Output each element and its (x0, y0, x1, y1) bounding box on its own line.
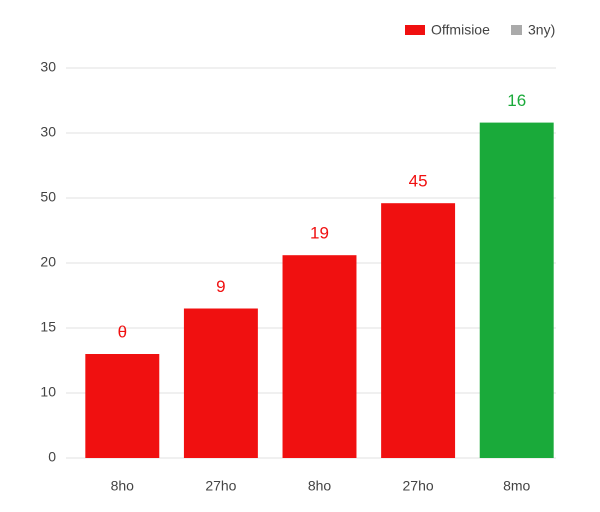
bar-annotation: θ (118, 322, 127, 341)
x-tick-label: 27ho (403, 478, 434, 494)
x-tick-label: 27ho (205, 478, 236, 494)
x-tick-label: 8ho (308, 478, 332, 494)
legend-swatch (511, 25, 522, 35)
legend-swatch (405, 25, 425, 35)
bar-annotation: 9 (216, 277, 225, 296)
bar (85, 354, 160, 458)
legend-label: Offmisioe (431, 22, 490, 38)
y-tick-label: 15 (40, 319, 56, 335)
bar (282, 255, 357, 458)
legend-label: 3ny) (528, 22, 555, 38)
y-tick-label: 10 (40, 384, 56, 400)
y-tick-label: 50 (40, 189, 56, 205)
bar (183, 308, 258, 458)
x-tick-label: 8ho (111, 478, 135, 494)
y-tick-label: 30 (40, 59, 56, 75)
bar (479, 122, 554, 458)
bar (381, 203, 456, 458)
bar-annotation: 19 (310, 224, 329, 243)
bar-annotation: 45 (409, 172, 428, 191)
x-tick-label: 8mo (503, 478, 530, 494)
y-tick-label: 20 (40, 254, 56, 270)
bar-annotation: 16 (507, 91, 526, 110)
y-tick-label: 0 (48, 449, 56, 465)
y-tick-label: 30 (40, 124, 56, 140)
